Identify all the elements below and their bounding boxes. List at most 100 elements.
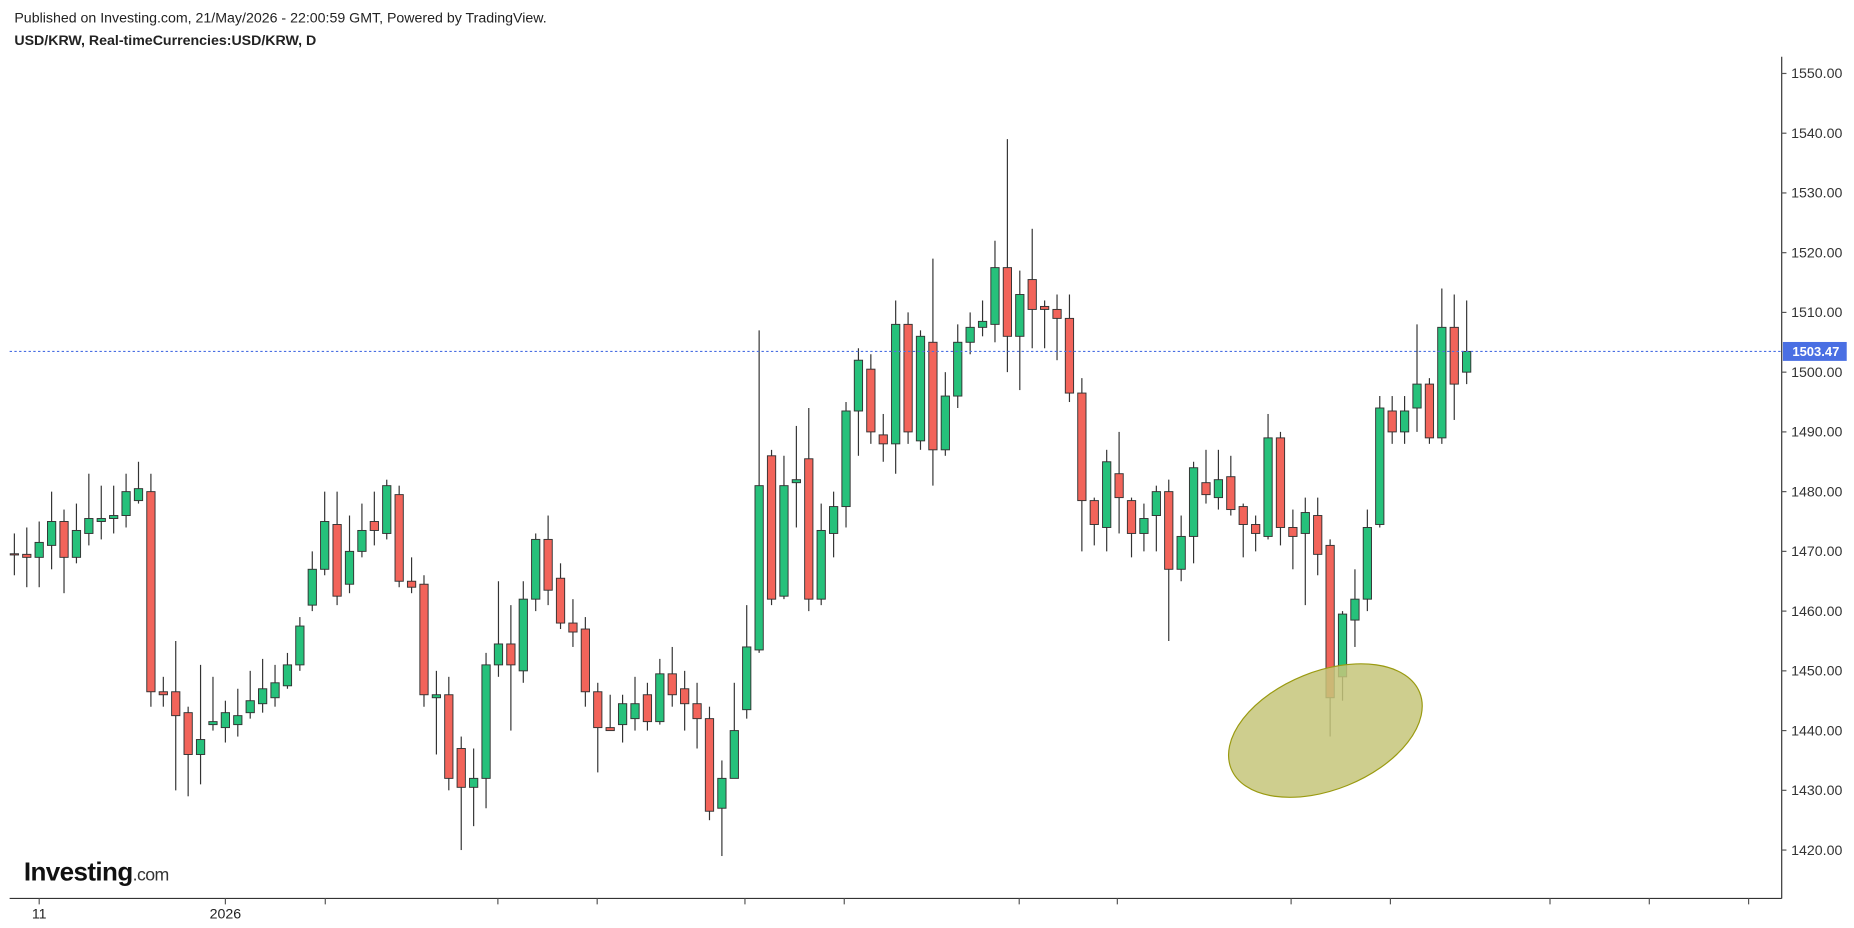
candle-body [1139,518,1149,534]
candle-body [1387,410,1397,433]
candle-body [133,488,144,502]
candle-body [382,485,392,534]
candle-body [481,664,491,779]
candle-body [1350,598,1360,621]
candle-body [1424,383,1435,439]
y-tick-label: 1520.00 [1791,245,1842,261]
candle-body [506,643,516,666]
candle-body [779,485,789,597]
candle-body [456,748,466,788]
candle-body [555,577,566,624]
candle-body [977,320,988,328]
candle-body [1164,491,1174,570]
y-tick-label: 1460.00 [1791,604,1842,620]
y-tick-label: 1550.00 [1791,66,1842,82]
candle-body [1126,500,1137,534]
candle-body [282,664,293,687]
candle-body [1052,308,1062,319]
candle-body [965,326,975,343]
candle-body [605,727,615,732]
candle-body [394,494,404,582]
candle-body [568,622,578,633]
candle-body [1151,491,1161,517]
candle-body [96,518,106,522]
candle-body [1263,437,1273,537]
candle-body [22,553,32,558]
candle-body [146,491,156,693]
candle-body [245,700,255,714]
candle-body [258,688,268,705]
symbol-title: USD/KRW, Real-timeCurrencies:USD/KRW, D [14,33,316,49]
candle-body [866,368,876,433]
candle-body [680,688,690,705]
candle-body [717,777,727,809]
candle-body [109,515,119,519]
candle-body [642,694,653,723]
x-tick-label: 11 [32,907,47,923]
candle-body [431,694,442,699]
candle-body [71,529,82,558]
candle-body [158,691,168,696]
candle-body [9,553,19,556]
candle-body [1313,515,1323,555]
candle-body [1040,305,1050,310]
candle-body [878,434,888,445]
y-tick-label: 1430.00 [1791,783,1842,799]
y-tick-label: 1420.00 [1791,843,1842,859]
candle-body [183,712,193,755]
candle-body [1015,294,1025,337]
candle-body [419,583,429,696]
candle-body [754,485,764,651]
candle-body [121,491,131,517]
candle-body [1449,326,1459,385]
candle-body [915,335,926,442]
candle-body [1077,392,1087,502]
candle-body [853,359,864,412]
candle-body [518,598,528,672]
candle-body [1002,267,1012,337]
logo: Investing.com [24,857,169,887]
candle-body [332,524,342,597]
candle-body [1102,461,1112,528]
candle-body [580,628,590,693]
candle-body [195,739,206,755]
candle-body [593,691,603,729]
candle-body [891,323,901,445]
candle-body [84,518,94,534]
candle-body [804,458,814,600]
candle-body [320,521,330,570]
candle-body [295,625,305,666]
y-tick-label: 1540.00 [1791,126,1842,142]
candle-body [543,538,553,591]
candle-body [1114,473,1124,499]
candle-body [828,506,839,534]
candle-body [1213,479,1224,499]
candle-body [208,721,218,726]
x-tick-label: 2026 [210,907,242,923]
candle-body [1027,279,1037,310]
logo-suffix: .com [133,865,169,885]
candle-body [655,673,665,723]
candle-body [928,341,938,451]
candle-body [1251,524,1261,534]
candle-body [1462,350,1472,373]
y-tick-label: 1500.00 [1791,365,1842,381]
candle-body [1188,467,1199,537]
candle-body [1176,535,1186,570]
last-price-box [1782,341,1847,361]
candle-body [1288,527,1298,537]
candle-body [220,712,230,729]
candle-body [816,529,826,600]
candle-body [233,715,243,726]
candle-body [59,521,69,558]
last-price-label: 1503.47 [1792,344,1839,359]
candle-body [617,703,628,726]
candle-body [444,694,454,779]
y-tick-label: 1480.00 [1791,484,1842,500]
candle-body [1399,410,1410,433]
candle-body [1238,506,1248,525]
candle-body [1275,437,1286,528]
candle-body [493,643,504,666]
candle-body [369,521,379,531]
